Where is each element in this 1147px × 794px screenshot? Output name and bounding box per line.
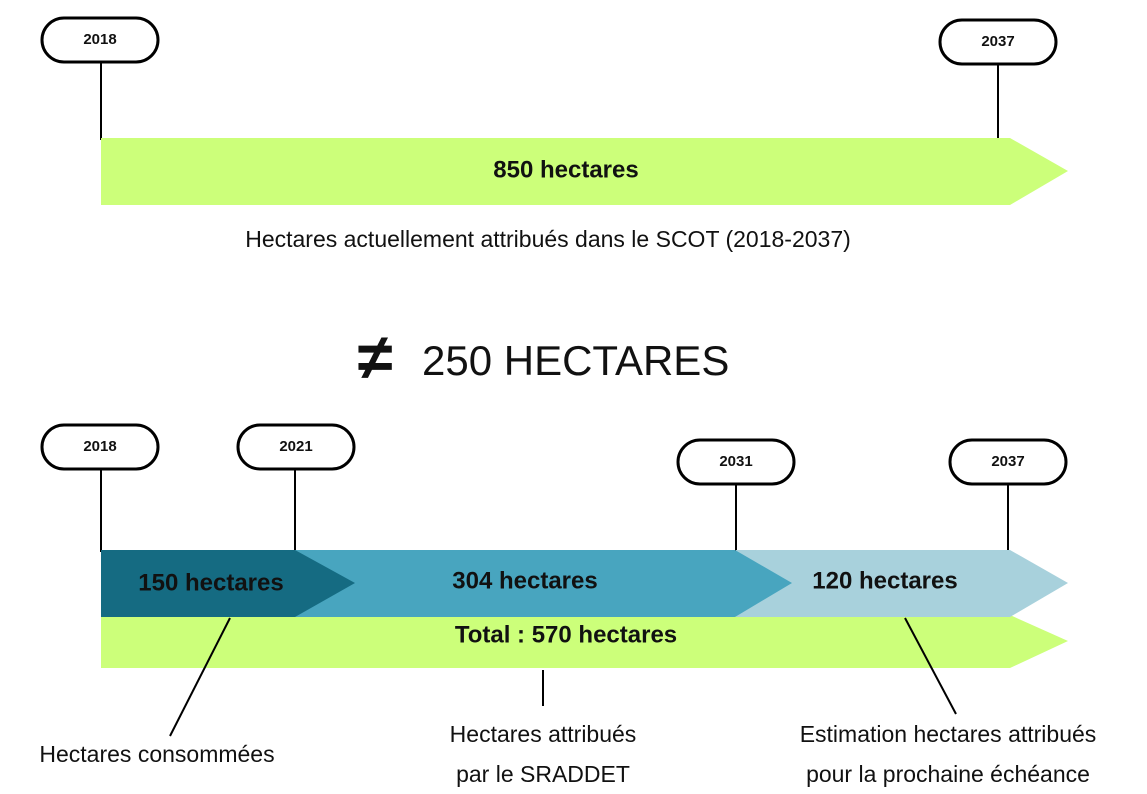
year-label: 2018 bbox=[83, 31, 116, 48]
year-label: 2031 bbox=[719, 453, 752, 470]
segment-arrow bbox=[295, 550, 792, 617]
year-box bbox=[40, 423, 160, 471]
note: Hectares consommées bbox=[39, 741, 274, 767]
segment-arrow bbox=[736, 550, 1068, 617]
total-label: Total : 570 hectares bbox=[455, 621, 677, 648]
segment-label: 150 hectares bbox=[138, 569, 283, 596]
note: par le SRADDET bbox=[456, 761, 630, 787]
year-box bbox=[938, 18, 1058, 66]
bar-label: 850 hectares bbox=[493, 156, 638, 183]
arrow-bar bbox=[101, 138, 1068, 205]
year-box bbox=[676, 438, 796, 486]
segment-label: 120 hectares bbox=[812, 567, 957, 594]
leader-line bbox=[169, 617, 231, 737]
note: Estimation hectares attribués bbox=[800, 721, 1097, 747]
year-label: 2021 bbox=[279, 438, 312, 455]
leader-line bbox=[904, 617, 957, 715]
segment-arrow bbox=[101, 550, 355, 617]
segment-label: 304 hectares bbox=[452, 567, 597, 594]
note: Hectares attribués bbox=[450, 721, 637, 747]
year-box bbox=[948, 438, 1068, 486]
comparison-text: 250 HECTARES bbox=[422, 337, 729, 384]
year-box bbox=[236, 423, 356, 471]
not-equal-symbol: ≠ bbox=[357, 321, 392, 393]
note: pour la prochaine échéance bbox=[806, 761, 1090, 787]
year-label: 2037 bbox=[991, 453, 1024, 470]
year-label: 2018 bbox=[83, 438, 116, 455]
caption: Hectares actuellement attribués dans le … bbox=[245, 226, 851, 252]
total-arrow bbox=[101, 615, 1068, 668]
year-box bbox=[40, 16, 160, 64]
year-label: 2037 bbox=[981, 33, 1014, 50]
